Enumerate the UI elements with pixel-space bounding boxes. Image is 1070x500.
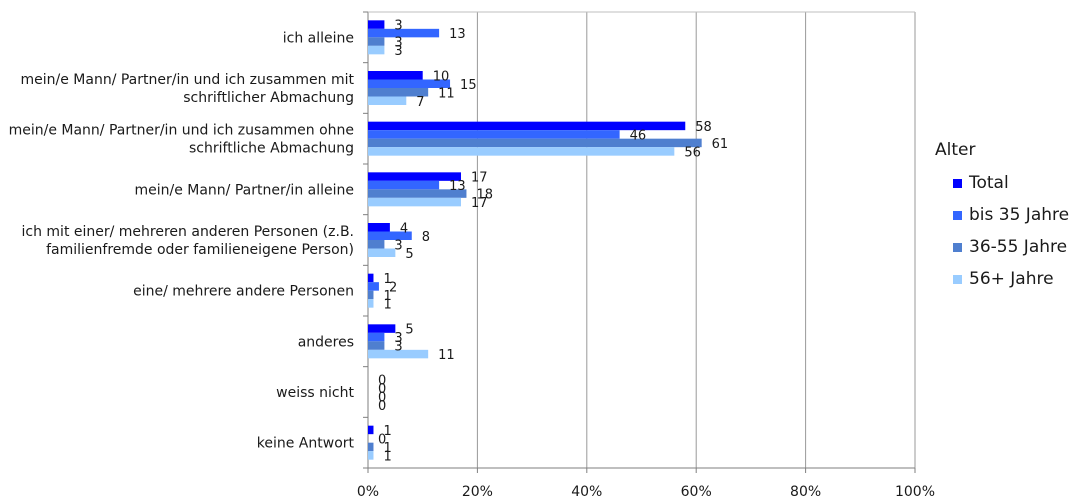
bar (368, 172, 461, 181)
legend-label: Total (968, 173, 1009, 193)
legend-swatch (953, 275, 962, 284)
value-label: 15 (460, 78, 477, 93)
bar (368, 231, 412, 240)
value-label: 5 (405, 323, 413, 338)
x-tick-label: 0% (357, 484, 379, 500)
value-label: 0 (378, 373, 386, 388)
category-label: ich alleine (283, 30, 354, 46)
x-tick-label: 60% (681, 484, 712, 500)
value-label: 3 (394, 19, 402, 34)
value-label: 3 (394, 44, 402, 59)
category-label: anderes (298, 334, 354, 350)
x-tick-label: 20% (462, 484, 493, 500)
bar (368, 20, 385, 29)
value-labels: 3133310151175846615617131817483512115331… (378, 19, 728, 465)
bar (368, 88, 429, 97)
bar (368, 273, 374, 283)
bar (368, 28, 440, 38)
value-label: 56 (684, 145, 701, 160)
bar (368, 240, 385, 249)
value-label: 3 (394, 331, 402, 346)
value-label: 3 (394, 36, 402, 51)
legend-title: Alter (935, 140, 975, 160)
value-label: 1 (383, 289, 391, 304)
bar (368, 324, 396, 333)
value-label: 13 (449, 179, 466, 194)
bar (368, 138, 702, 148)
value-label: 61 (712, 137, 729, 152)
bar (368, 130, 620, 139)
value-label: 5 (405, 247, 413, 262)
category-label: mein/e Mann/ Partner/in und ich zusammen… (9, 123, 354, 157)
legend-label: bis 35 Jahre (969, 205, 1069, 225)
bar (368, 79, 451, 88)
bar (368, 189, 467, 198)
bar (368, 197, 461, 207)
value-label: 1 (383, 441, 391, 456)
value-label: 58 (695, 120, 712, 135)
value-label: 4 (400, 221, 408, 236)
value-label: 2 (389, 280, 397, 295)
x-tick-label: 100% (895, 484, 935, 500)
bar (368, 180, 440, 190)
bar (368, 248, 396, 257)
bar (368, 45, 385, 55)
gridlines (363, 11, 916, 473)
value-label: 1 (383, 297, 391, 312)
bar (368, 425, 374, 435)
legend-label: 36-55 Jahre (969, 237, 1067, 257)
value-label: 0 (378, 390, 386, 405)
value-label: 17 (471, 171, 488, 186)
bars (368, 20, 702, 460)
value-label: 0 (378, 432, 386, 447)
legend-swatch (953, 179, 962, 188)
value-label: 7 (416, 95, 424, 110)
category-label: keine Antwort (257, 436, 355, 452)
category-labels: ich alleine mein/e Mann/ Partner/in und i… (9, 30, 355, 451)
bar (368, 147, 675, 156)
category-label: mein/e Mann/ Partner/in und ich zusammen… (21, 72, 355, 106)
category-label: mein/e Mann/ Partner/in alleine (134, 182, 354, 198)
value-label: 1 (383, 449, 391, 464)
bar (368, 332, 385, 342)
value-label: 17 (471, 196, 488, 211)
bar (368, 71, 423, 80)
bar (368, 223, 390, 232)
category-label: ich mit einer/ mehreren anderen Personen… (22, 224, 355, 258)
bar (368, 290, 374, 300)
value-label: 13 (449, 27, 466, 42)
bar (368, 451, 374, 460)
value-label: 18 (476, 188, 493, 203)
value-label: 11 (438, 348, 455, 363)
value-label: 0 (378, 382, 386, 397)
bar (368, 37, 385, 46)
x-tick-label: 40% (571, 484, 602, 500)
value-label: 1 (383, 272, 391, 287)
x-tick-labels: 0% 20% 40% 60% 80% 100% (357, 484, 935, 500)
bar (368, 282, 379, 291)
value-label: 11 (438, 86, 455, 101)
value-label: 46 (630, 128, 647, 143)
legend-swatch (953, 243, 962, 252)
value-label: 3 (394, 238, 402, 253)
bar (368, 96, 407, 105)
x-tick-label: 80% (790, 484, 821, 500)
value-label: 1 (383, 424, 391, 439)
bar (368, 299, 374, 308)
bar (368, 349, 429, 359)
value-label: 10 (433, 69, 450, 84)
bar (368, 341, 385, 350)
value-label: 0 (378, 399, 386, 414)
category-label: weiss nicht (276, 385, 354, 401)
bar (368, 442, 374, 452)
legend-label: 56+ Jahre (969, 269, 1054, 289)
value-label: 3 (394, 340, 402, 355)
legend-swatch (953, 211, 962, 220)
category-label: eine/ mehrere andere Personen (133, 284, 354, 300)
value-label: 8 (422, 230, 430, 245)
legend: Alter Total bis 35 Jahre 36-55 Jahre 56+ Ja… (935, 140, 1069, 289)
bar (368, 121, 686, 131)
